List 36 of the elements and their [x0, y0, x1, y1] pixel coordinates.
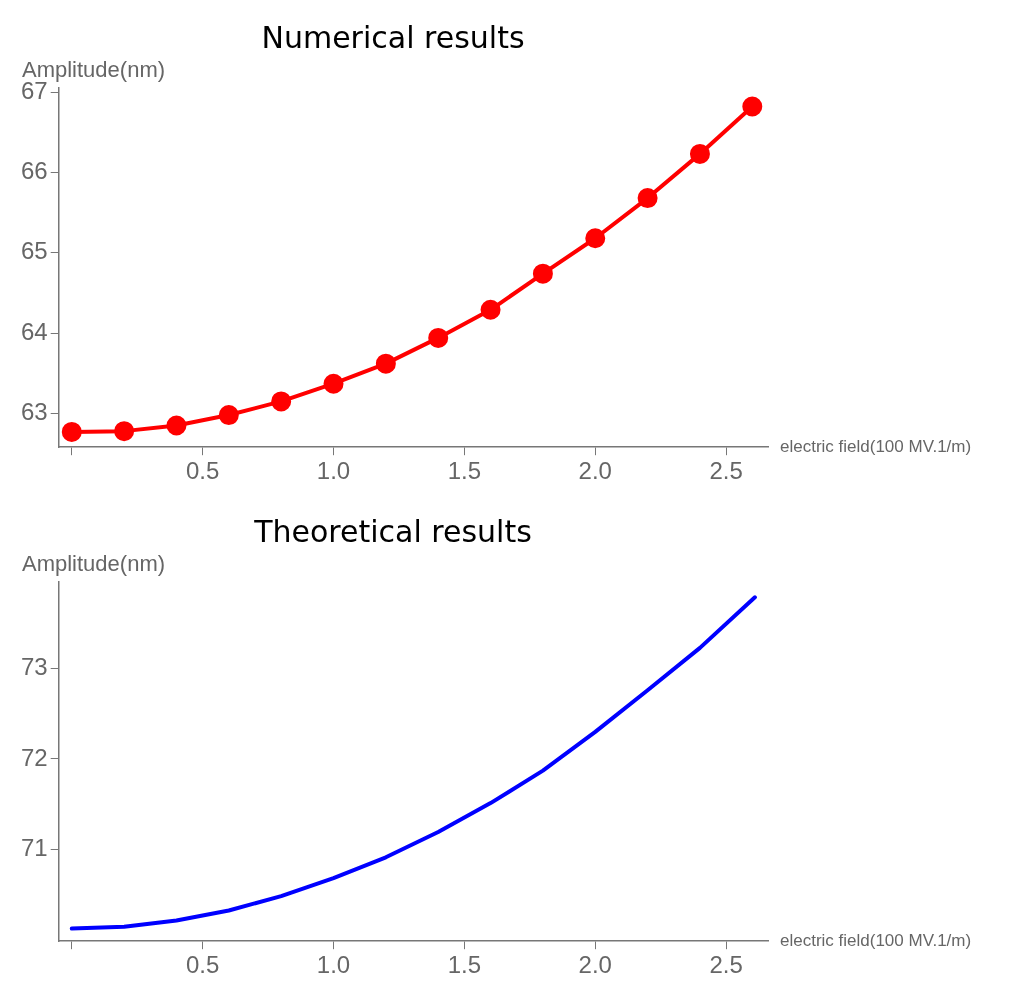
point: [114, 421, 135, 442]
chart-title: Theoretical results: [253, 513, 532, 549]
x-tick-label: 1.0: [316, 951, 351, 979]
y-tick-label: 66: [20, 157, 48, 184]
x-tick-label: 2.0: [578, 951, 612, 979]
y-tick-label: 72: [20, 743, 48, 771]
y-tick-label: 71: [20, 833, 48, 861]
x-axis-title: electric field(100 MV.1/m): [780, 436, 972, 456]
x-tick-label: 1.0: [316, 457, 351, 485]
y-tick-label: 73: [20, 653, 48, 681]
y-tick-label: 65: [20, 237, 48, 265]
x-tick-label: 2.5: [709, 457, 743, 485]
point: [375, 353, 396, 374]
x-tick-label: 2.0: [578, 457, 612, 485]
point: [166, 415, 187, 436]
x-tick-label: 2.5: [709, 951, 743, 979]
point: [742, 96, 763, 117]
x-tick-label: 1.5: [447, 951, 482, 979]
point: [61, 421, 82, 442]
x-axis-title: electric field(100 MV.1/m): [780, 930, 972, 950]
y-tick-label: 63: [20, 398, 48, 426]
point: [480, 299, 501, 320]
point: [218, 405, 239, 426]
point: [428, 327, 449, 348]
point: [323, 373, 344, 394]
x-tick-label: 0.5: [185, 457, 220, 485]
y-axis-title: Amplitude(nm): [22, 551, 166, 577]
x-tick-label: 1.5: [447, 457, 482, 485]
y-tick-label: 64: [20, 317, 48, 345]
point: [637, 188, 658, 209]
point: [689, 143, 710, 164]
x-tick-label: 0.5: [185, 951, 220, 979]
point: [585, 228, 606, 249]
point: [532, 263, 553, 284]
chart-title: Numerical results: [261, 19, 525, 55]
point: [271, 391, 292, 412]
